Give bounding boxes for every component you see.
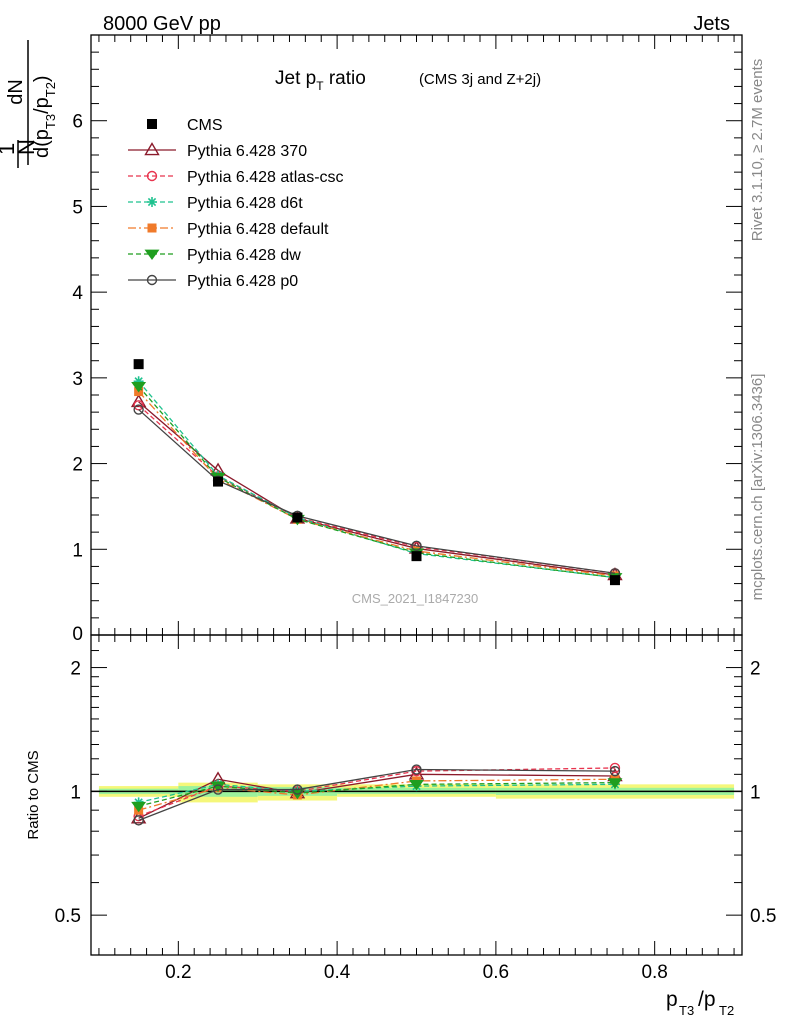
ratio-tick-label-left: 1 <box>70 782 81 803</box>
y-tick-label: 2 <box>72 455 83 476</box>
cms-data-point <box>213 476 224 487</box>
ratio-point-4 <box>131 801 147 813</box>
legend-marker-3 <box>147 223 157 233</box>
svg-text:1: 1 <box>0 143 19 155</box>
legend-marker-0 <box>144 142 160 156</box>
legend-marker-2 <box>147 197 157 207</box>
header-left: 8000 GeV pp <box>103 13 221 35</box>
svg-text:p: p <box>666 988 678 1011</box>
ratio-series <box>130 762 623 826</box>
series-line-3 <box>138 391 616 577</box>
legend-label-1: Pythia 6.428 atlas-csc <box>187 169 344 186</box>
series-line-1 <box>138 404 616 574</box>
legend-label-2: Pythia 6.428 d6t <box>187 195 303 212</box>
ratio-tick-label-left: 0.5 <box>55 906 81 927</box>
ratio-point-5 <box>133 815 144 826</box>
series-line-5 <box>138 409 616 574</box>
legend-label-0: Pythia 6.428 370 <box>187 143 307 160</box>
series-line-4 <box>138 386 616 579</box>
x-tick-label: 0.8 <box>641 962 667 983</box>
ratio-point-5 <box>609 765 621 777</box>
svg-text:T2: T2 <box>719 1003 734 1018</box>
legend-label-3: Pythia 6.428 default <box>187 221 329 238</box>
legend-marker-4 <box>144 249 160 261</box>
ratio-tick-label-left: 2 <box>70 659 81 680</box>
y-tick-label: 5 <box>72 197 83 218</box>
legend-label-5: Pythia 6.428 p0 <box>187 273 298 290</box>
ratio-tick-label-right: 2 <box>750 659 761 680</box>
y-tick-label: 3 <box>72 369 83 390</box>
legend-marker-5 <box>146 274 158 286</box>
chart-subtitle: (CMS 3j and Z+2j) <box>419 71 541 88</box>
y-tick-label: 6 <box>72 112 83 133</box>
ratio-point-4 <box>409 779 424 791</box>
ratio-tick-label-right: 0.5 <box>750 906 776 927</box>
cms-data-point <box>133 359 144 370</box>
ratio-point-5 <box>212 784 224 795</box>
series-line-2 <box>138 380 616 579</box>
legend-label-cms: CMS <box>187 117 223 134</box>
x-tick-label: 0.2 <box>165 962 191 983</box>
svg-text:N: N <box>14 139 39 155</box>
legend-marker-1 <box>146 170 158 182</box>
ratio-line-5 <box>138 768 615 821</box>
header-right: Jets <box>693 13 730 35</box>
legend-label-4: Pythia 6.428 dw <box>187 247 301 264</box>
series-point-2 <box>133 376 144 387</box>
y-tick-label: 1 <box>72 540 83 561</box>
ratio-axis-label: Ratio to CMS <box>25 750 42 839</box>
x-axis-label: p T3 /p T2 <box>666 988 734 1018</box>
x-tick-label: 0.6 <box>483 962 509 983</box>
cms-data-point <box>609 575 620 586</box>
series-line-0 <box>138 401 616 576</box>
svg-text:T3: T3 <box>679 1003 694 1018</box>
ratio-tick-label-right: 1 <box>750 782 761 803</box>
legend-marker-cms <box>147 119 157 129</box>
cms-data-point <box>411 551 422 562</box>
svg-text:d(pT3/pT2): d(pT3/pT2) <box>31 75 58 158</box>
chart-title: Jet pT ratio <box>275 68 366 93</box>
svg-text:/p: /p <box>698 988 716 1011</box>
ratio-point-5 <box>292 784 303 795</box>
main-series <box>130 359 623 586</box>
series-point-0 <box>130 393 147 408</box>
axes: 0.2 0.4 0.6 0.8 0 1 2 3 4 5 6 0.5 0.5 1 1 2 2 <box>55 34 776 983</box>
watermark: CMS_2021_I1847230 <box>352 591 479 606</box>
ratio-point-5 <box>411 764 422 775</box>
rivet-label: Rivet 3.1.10, ≥ 2.7M events <box>749 59 766 242</box>
ratio-point-4 <box>607 778 623 789</box>
series-point-4 <box>131 382 147 393</box>
mcplots-label: mcplots.cern.ch [arXiv:1306.3436] <box>749 374 766 601</box>
x-tick-label: 0.4 <box>324 962 351 983</box>
y-tick-label: 0 <box>72 624 83 645</box>
legend: CMS Pythia 6.428 370 Pythia 6.428 atlas-cs… <box>128 117 344 290</box>
y-tick-label: 4 <box>72 283 83 304</box>
cms-data-point <box>292 512 303 523</box>
y-axis-label: 1NdNd(pT3/pT2) <box>0 40 58 168</box>
series-point-5 <box>133 404 144 415</box>
svg-text:dN: dN <box>5 79 27 105</box>
ratio-point-1 <box>609 762 621 774</box>
series-point-5 <box>411 540 422 552</box>
